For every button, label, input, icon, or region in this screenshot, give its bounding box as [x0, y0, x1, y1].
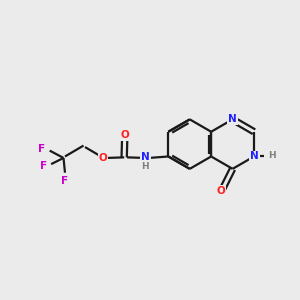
Text: H: H [141, 162, 148, 171]
Text: F: F [40, 161, 47, 171]
Text: N: N [228, 114, 237, 124]
Text: F: F [61, 176, 68, 186]
Text: F: F [38, 143, 46, 154]
Text: O: O [120, 130, 129, 140]
Text: N: N [250, 152, 259, 161]
Text: N: N [141, 152, 150, 162]
Text: O: O [216, 186, 225, 196]
Text: H: H [268, 151, 276, 160]
Text: O: O [99, 153, 107, 163]
